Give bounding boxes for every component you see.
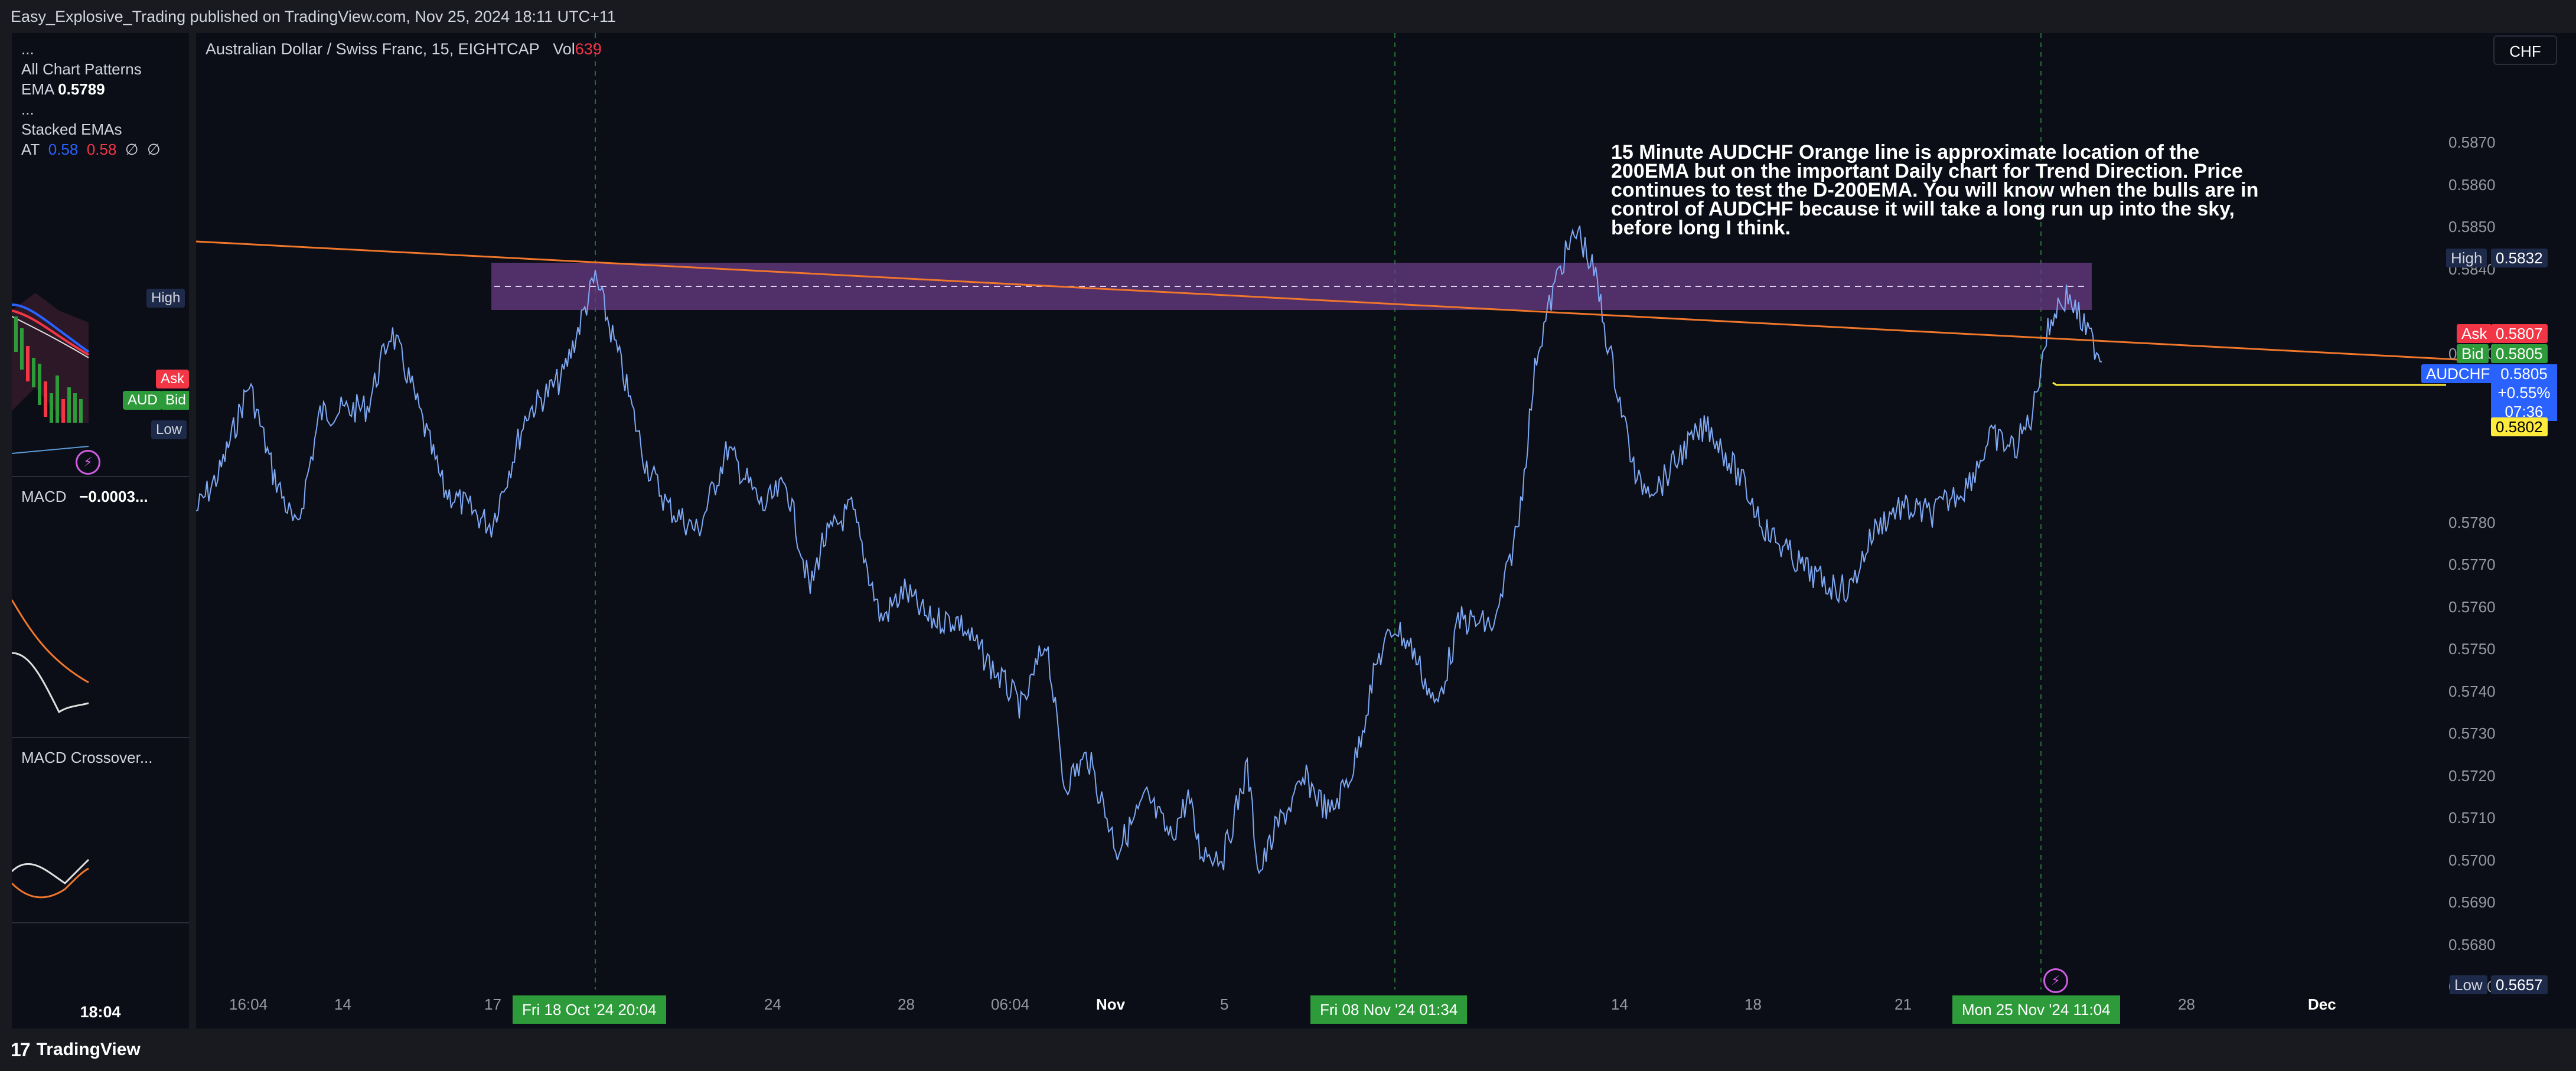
ema-label: EMA (21, 80, 54, 98)
time-tick: Nov (1096, 995, 1126, 1013)
volume-value: 639 (575, 40, 602, 58)
high-value: 0.5832 (2491, 249, 2548, 267)
time-tick: 21 (1894, 995, 1912, 1013)
chart-annotation[interactable]: 15 Minute AUDCHF Orange line is approxim… (1611, 141, 2259, 239)
mini-cross-white (12, 858, 90, 884)
price-tick: 0.5850 (2448, 218, 2496, 236)
mini-cross-orange (12, 867, 89, 899)
time-tick: 28 (2178, 995, 2195, 1013)
time-tick: 17 (484, 995, 501, 1013)
mini-candles (14, 316, 83, 423)
price-tick: 0.5700 (2448, 851, 2496, 869)
macd-value: −0.0003... (79, 488, 148, 505)
mini-macd-white (12, 652, 89, 714)
currency-button[interactable]: CHF (2493, 35, 2557, 65)
flash-icon[interactable]: ⚡ (76, 450, 100, 475)
time-badge-nov25: Mon 25 Nov '24 11:04 (1952, 995, 2120, 1024)
price-tick: 0.5730 (2448, 724, 2496, 742)
ema-legend[interactable]: EMA 0.5789 (21, 80, 105, 99)
mini-line (12, 446, 89, 454)
price-tick: 0.5740 (2448, 682, 2496, 700)
price-tick: 0.5760 (2448, 597, 2496, 616)
price-tick: 0.5710 (2448, 809, 2496, 827)
tradingview-brand-text: TradingView (36, 1040, 141, 1059)
footer: 17 TradingView (0, 1028, 2576, 1071)
collapse-indicators-button[interactable]: ... (21, 40, 34, 58)
price-line (196, 226, 2102, 874)
tradingview-logo[interactable]: 17 TradingView (11, 1038, 141, 1062)
time-tick: 16:04 (229, 995, 268, 1013)
yellow-price-value: 0.5802 (2491, 417, 2548, 436)
price-tick: 0.5720 (2448, 766, 2496, 785)
time-tick: 5 (1220, 995, 1229, 1013)
price-tick: 0.5680 (2448, 935, 2496, 954)
tradingview-logo-icon: 17 (11, 1039, 31, 1060)
high-tag: High (146, 289, 185, 308)
macd-crossover-legend[interactable]: MACD Crossover... (21, 749, 153, 766)
at-value-red: 0.58 (86, 141, 117, 158)
time-tick: 06:04 (991, 995, 1030, 1013)
symbol-price-box: 0.5805 +0.55% 07:36 (2491, 364, 2557, 421)
bid-value: 0.5805 (2491, 344, 2548, 363)
pane-separator-2[interactable] (12, 737, 189, 738)
chart-canvas[interactable] (196, 33, 2576, 1028)
time-tick: Dec (2308, 995, 2336, 1013)
aud-tag: AUD (123, 391, 162, 410)
publication-header: Easy_Explosive_Trading published on Trad… (0, 0, 2576, 33)
symbol-value: 0.5805 (2500, 365, 2548, 383)
price-tick: 0.5780 (2448, 513, 2496, 531)
mini-ema-red (12, 309, 90, 356)
change-value: +0.55% (2497, 384, 2551, 401)
time-badge-nov08: Fri 08 Nov '24 01:34 (1310, 995, 1468, 1024)
ask-value: 0.5807 (2491, 324, 2548, 343)
main-chart-pane[interactable]: Australian Dollar / Swiss Franc, 15, EIG… (196, 33, 2576, 1028)
pane-separator-3[interactable] (12, 922, 189, 923)
low-label: Low (2450, 975, 2487, 994)
price-tick: 0.5870 (2448, 133, 2496, 151)
low-tag: Low (151, 420, 187, 439)
price-tick: 0.5860 (2448, 175, 2496, 194)
macd-label: MACD (21, 488, 67, 505)
mini-macd-orange (12, 599, 89, 684)
at-null-1: ∅ (125, 141, 139, 158)
pane-separator-1[interactable] (12, 476, 189, 477)
volume-label: Vol (553, 40, 575, 58)
ema-value: 0.5789 (58, 80, 105, 98)
time-tick: 28 (898, 995, 915, 1013)
symbol-label: AUDCHF (2421, 364, 2495, 383)
daily-200ema-line (196, 240, 2458, 361)
macd-legend[interactable]: MACD −0.0003... (21, 488, 148, 506)
high-label: High (2446, 249, 2487, 267)
indicator-stacked-emas[interactable]: Stacked EMAs (21, 120, 122, 138)
price-tick: 0.5690 (2448, 893, 2496, 911)
mini-chart (12, 293, 90, 899)
mini-ema-blue (12, 303, 90, 353)
low-value: 0.5657 (2491, 975, 2548, 994)
time-tick: 14 (334, 995, 351, 1013)
crosshair-time-label: 18:04 (80, 1003, 121, 1021)
chart-legend[interactable]: Australian Dollar / Swiss Franc, 15, EIG… (206, 40, 602, 58)
time-tick: 14 (1611, 995, 1628, 1013)
ask-tag: Ask (156, 370, 189, 388)
time-badge-oct18: Fri 18 Oct '24 20:04 (513, 995, 666, 1024)
price-tick: 0.5770 (2448, 556, 2496, 573)
price-tick: 0.5750 (2448, 640, 2496, 658)
bid-tag: Bid (161, 391, 189, 410)
time-tick: 24 (764, 995, 781, 1013)
current-price-line (2052, 381, 2446, 386)
bid-label: Bid (2457, 344, 2489, 363)
left-mini-panel: ... All Chart Patterns EMA 0.5789 ... St… (12, 33, 189, 1028)
at-value-blue: 0.58 (48, 141, 79, 158)
flash-icon[interactable]: ⚡ (2043, 968, 2068, 993)
symbol-description: Australian Dollar / Swiss Franc, 15, EIG… (206, 40, 540, 58)
at-legend[interactable]: AT 0.58 0.58 ∅ ∅ (21, 141, 161, 159)
time-tick: 18 (1744, 995, 1762, 1013)
mini-ema-white (12, 316, 89, 358)
collapse-indicators-button-2[interactable]: ... (21, 100, 34, 118)
at-null-2: ∅ (146, 141, 161, 158)
indicator-all-chart-patterns[interactable]: All Chart Patterns (21, 60, 142, 78)
at-label: AT (21, 141, 40, 158)
ask-label: Ask (2457, 324, 2492, 343)
